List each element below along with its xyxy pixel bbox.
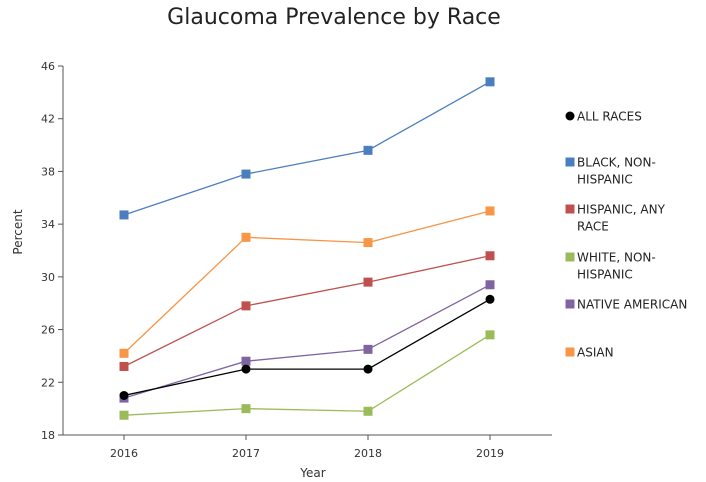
series-all-races (119, 294, 495, 400)
legend-label-black-non-hispanic: BLACK, NON- (577, 156, 656, 170)
y-tick-label: 46 (41, 60, 55, 73)
x-tick-label: 2017 (232, 447, 260, 460)
series-layer (119, 77, 495, 420)
legend-marker-black-non-hispanic (565, 157, 575, 167)
y-tick-label: 38 (41, 165, 55, 178)
series-line-hispanic-any-race (123, 255, 491, 368)
data-point-white-non-hispanic (363, 406, 373, 416)
legend-marker-white-non-hispanic (565, 252, 575, 262)
legend-label-asian: ASIAN (577, 346, 614, 360)
y-axis-ticks: 18 22 26 30 34 38 42 46 (41, 60, 63, 442)
series-black-non-hispanic (119, 77, 495, 220)
data-point-black-non-hispanic (485, 77, 495, 87)
data-point-native-american (363, 344, 373, 354)
series-white-non-hispanic (119, 330, 495, 420)
data-point-asian (241, 232, 251, 242)
axes (62, 66, 552, 436)
legend-item-all-races: ALL RACES (565, 110, 642, 124)
data-point-hispanic-any-race (119, 361, 129, 371)
y-tick-label: 34 (41, 218, 55, 231)
legend-label-black-non-hispanic: HISPANIC (577, 173, 633, 187)
data-point-native-american (241, 356, 251, 366)
y-tick-label: 22 (41, 376, 55, 389)
data-point-all-races (363, 364, 373, 374)
data-point-all-races (119, 390, 129, 400)
legend-marker-native-american (565, 299, 575, 309)
series-line-black-non-hispanic (123, 81, 491, 216)
series-line-all-races (123, 298, 491, 397)
y-tick-label: 26 (41, 324, 55, 337)
y-tick-label: 42 (41, 113, 55, 126)
legend-item-black-non-hispanic: BLACK, NON- HISPANIC (565, 156, 656, 187)
data-point-native-american (485, 280, 495, 290)
y-tick-label: 30 (41, 271, 55, 284)
series-asian (119, 206, 495, 358)
legend-marker-asian (565, 347, 575, 357)
data-point-white-non-hispanic (241, 404, 251, 414)
data-point-white-non-hispanic (119, 410, 129, 420)
legend: ALL RACES BLACK, NON- HISPANIC HISPANIC, AN… (565, 110, 687, 360)
legend-label-hispanic-any-race: HISPANIC, ANY (577, 203, 666, 217)
legend-marker-hispanic-any-race (565, 204, 575, 214)
legend-label-hispanic-any-race: RACE (577, 220, 609, 234)
data-point-asian (485, 206, 495, 216)
y-tick-label: 18 (41, 429, 55, 442)
legend-label-white-non-hispanic: HISPANIC (577, 268, 633, 282)
x-tick-label: 2018 (354, 447, 382, 460)
x-tick-label: 2016 (110, 447, 138, 460)
data-point-all-races (485, 294, 495, 304)
data-point-hispanic-any-race (241, 301, 251, 311)
data-point-asian (363, 238, 373, 248)
data-point-asian (119, 348, 129, 358)
series-line-native-american (123, 284, 491, 399)
data-point-black-non-hispanic (363, 145, 373, 155)
legend-item-native-american: NATIVE AMERICAN (565, 298, 687, 312)
x-axis-ticks: 2016 2017 2018 2019 (110, 435, 504, 460)
legend-item-white-non-hispanic: WHITE, NON- HISPANIC (565, 251, 656, 282)
series-line-asian (123, 210, 491, 354)
legend-item-hispanic-any-race: HISPANIC, ANY RACE (565, 203, 666, 234)
x-tick-label: 2019 (476, 447, 504, 460)
chart-title: Glaucoma Prevalence by Race (167, 5, 501, 30)
legend-marker-all-races (565, 111, 575, 121)
series-line-white-non-hispanic (123, 334, 491, 416)
data-point-hispanic-any-race (485, 251, 495, 261)
data-point-white-non-hispanic (485, 330, 495, 340)
legend-label-all-races: ALL RACES (577, 110, 642, 124)
legend-label-white-non-hispanic: WHITE, NON- (577, 251, 656, 265)
x-axis-title: Year (299, 466, 325, 480)
series-hispanic-any-race (119, 251, 495, 371)
legend-item-asian: ASIAN (565, 346, 614, 360)
data-point-hispanic-any-race (363, 277, 373, 287)
data-point-black-non-hispanic (119, 210, 129, 220)
legend-label-native-american: NATIVE AMERICAN (577, 298, 687, 312)
y-axis-title: Percent (11, 209, 25, 254)
data-point-black-non-hispanic (241, 169, 251, 179)
data-point-all-races (241, 364, 251, 374)
